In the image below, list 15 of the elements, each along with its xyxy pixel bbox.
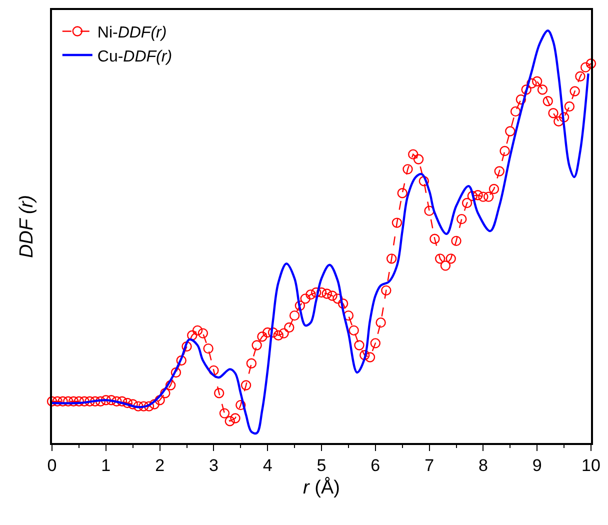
x-axis-title: r (Å) <box>303 476 340 498</box>
x-tick-label: 2 <box>155 456 165 476</box>
x-tick-label: 3 <box>208 456 218 476</box>
x-tick-label: 4 <box>262 456 272 476</box>
x-tick-label: 8 <box>478 456 488 476</box>
x-tick-label: 10 <box>582 456 600 476</box>
legend-label: Cu-DDF(r) <box>97 48 172 66</box>
x-tick-label: 7 <box>424 456 434 476</box>
legend-label: Ni-DDF(r) <box>97 24 167 42</box>
x-tick-label: 5 <box>316 456 326 476</box>
x-tick-label: 6 <box>370 456 380 476</box>
x-tick-label: 0 <box>47 456 57 476</box>
x-tick-label: 9 <box>532 456 542 476</box>
x-tick-label: 1 <box>101 456 111 476</box>
y-axis-title: DDF (r) <box>16 195 38 258</box>
